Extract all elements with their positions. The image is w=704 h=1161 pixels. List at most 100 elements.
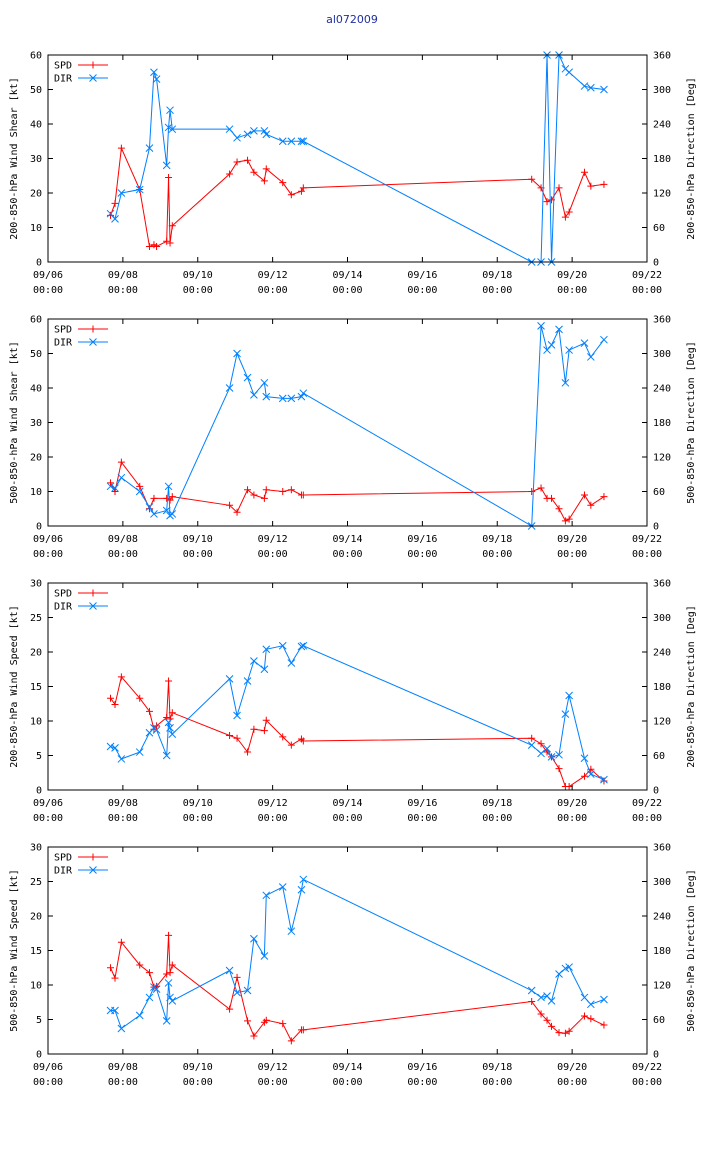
y-tick-label-left: 25 [30, 877, 42, 888]
y-tick-label-right: 120 [653, 981, 671, 992]
data-point-spd [145, 707, 153, 715]
data-point-spd [587, 1015, 595, 1023]
data-point-dir [145, 144, 154, 153]
data-point-dir [299, 389, 308, 398]
y-tick-label-right: 180 [653, 946, 671, 957]
legend-label-spd: SPD [54, 853, 72, 864]
x-tick-label: 09/20 [557, 534, 587, 545]
data-point-dir [152, 985, 161, 993]
data-point-spd [107, 479, 115, 487]
x-tick-label: 09/22 [632, 534, 662, 545]
data-point-spd [561, 517, 569, 525]
x-tick-sublabel: 00:00 [33, 549, 63, 560]
chart-panel-2: 0 10 20 30 40 50 60 0 60 120 180 240 300 360 09/06 00:0… [9, 315, 697, 561]
data-point-dir [135, 487, 144, 496]
x-tick-label: 09/22 [632, 1062, 662, 1073]
data-point-spd [287, 741, 295, 749]
chart-panel-3: 05101520253006012018024030036009/0600:00… [9, 579, 697, 825]
legend-label-spd: SPD [54, 325, 72, 336]
series-line-dir [110, 645, 605, 781]
data-point-spd [250, 491, 258, 499]
data-point-dir [166, 724, 174, 732]
series-line-dir [110, 878, 605, 1030]
data-point-spd [163, 970, 171, 978]
data-point-dir [162, 161, 171, 170]
legend-label-spd: SPD [54, 61, 72, 72]
y-tick-label-left: 30 [30, 579, 42, 590]
y-tick-label-right: 120 [653, 189, 671, 200]
data-point-spd [262, 486, 270, 494]
data-point-spd [117, 458, 125, 466]
x-tick-sublabel: 00:00 [108, 285, 138, 296]
plot-frame [47, 582, 648, 791]
y-axis-title-left: 200-850-hPa Wind Shear [kt] [9, 77, 20, 240]
data-point-dir [233, 349, 241, 358]
data-point-spd [297, 187, 305, 195]
x-tick-label: 09/20 [557, 270, 587, 281]
data-point-spd [537, 740, 545, 748]
data-point-spd [528, 998, 536, 1006]
data-point-dir [250, 127, 258, 135]
y-tick-label-left: 0 [36, 258, 42, 269]
data-point-spd [250, 168, 258, 176]
x-tick-label: 09/22 [632, 798, 662, 809]
data-point-spd [111, 974, 119, 982]
data-point-spd [279, 733, 287, 741]
data-point-spd [233, 734, 241, 742]
data-point-spd [600, 1021, 608, 1029]
x-tick-label: 09/10 [183, 270, 213, 281]
y-axis-title-left: 500-850-hPa Wind Speed [kt] [9, 869, 20, 1032]
x-tick-label: 09/12 [258, 534, 288, 545]
x-tick-sublabel: 00:00 [632, 1077, 662, 1088]
y-axis-title-left: 200-850-hPa Wind Speed [kt] [9, 605, 20, 768]
x-tick-sublabel: 00:00 [332, 813, 362, 824]
x-tick-label: 09/08 [108, 1062, 138, 1073]
data-point-spd [117, 938, 125, 946]
data-point-dir [225, 966, 234, 975]
data-point-dir [164, 123, 173, 132]
data-point-dir [225, 675, 234, 683]
y-tick-label-right: 60 [653, 751, 665, 762]
x-tick-sublabel: 00:00 [407, 549, 437, 560]
data-point-spd [299, 737, 307, 745]
data-point-spd [226, 731, 234, 739]
data-point-dir [561, 710, 570, 718]
data-point-dir [262, 891, 271, 900]
data-point-spd [287, 191, 295, 199]
x-tick-sublabel: 00:00 [632, 549, 662, 560]
y-tick-label-right: 300 [653, 877, 671, 888]
y-axis-title-left: 500-850-hPa Wind Shear [kt] [9, 341, 20, 504]
x-tick-sublabel: 00:00 [632, 285, 662, 296]
data-point-dir [135, 748, 144, 756]
series-line-spd [110, 675, 605, 788]
data-point-dir [243, 677, 252, 685]
x-tick-label: 09/18 [482, 534, 512, 545]
y-tick-label-right: 60 [653, 1015, 665, 1026]
data-point-dir [547, 753, 556, 761]
data-point-spd [279, 179, 287, 187]
y-tick-label-right: 0 [653, 258, 659, 269]
y-tick-label-left: 50 [30, 85, 42, 96]
data-point-spd [528, 734, 536, 742]
data-point-dir [287, 137, 296, 146]
x-tick-sublabel: 00:00 [482, 285, 512, 296]
x-tick-sublabel: 00:00 [33, 813, 63, 824]
data-point-spd [244, 156, 252, 164]
data-point-spd [548, 494, 556, 502]
y-tick-label-right: 360 [653, 579, 671, 590]
x-tick-sublabel: 00:00 [632, 813, 662, 824]
data-point-spd [528, 488, 536, 495]
data-point-dir [299, 641, 308, 650]
data-point-dir [527, 741, 536, 750]
data-point-spd [111, 488, 119, 495]
data-point-spd [166, 969, 174, 977]
data-point-dir [297, 137, 306, 146]
data-point-dir [586, 1000, 595, 1009]
data-point-dir [287, 659, 296, 667]
data-point-spd [561, 1029, 569, 1037]
x-tick-label: 09/20 [557, 798, 587, 809]
y-tick-label-left: 20 [30, 189, 42, 200]
data-point-spd [168, 961, 176, 969]
series-line-dir [110, 54, 605, 263]
legend-label-dir: DIR [54, 74, 73, 85]
